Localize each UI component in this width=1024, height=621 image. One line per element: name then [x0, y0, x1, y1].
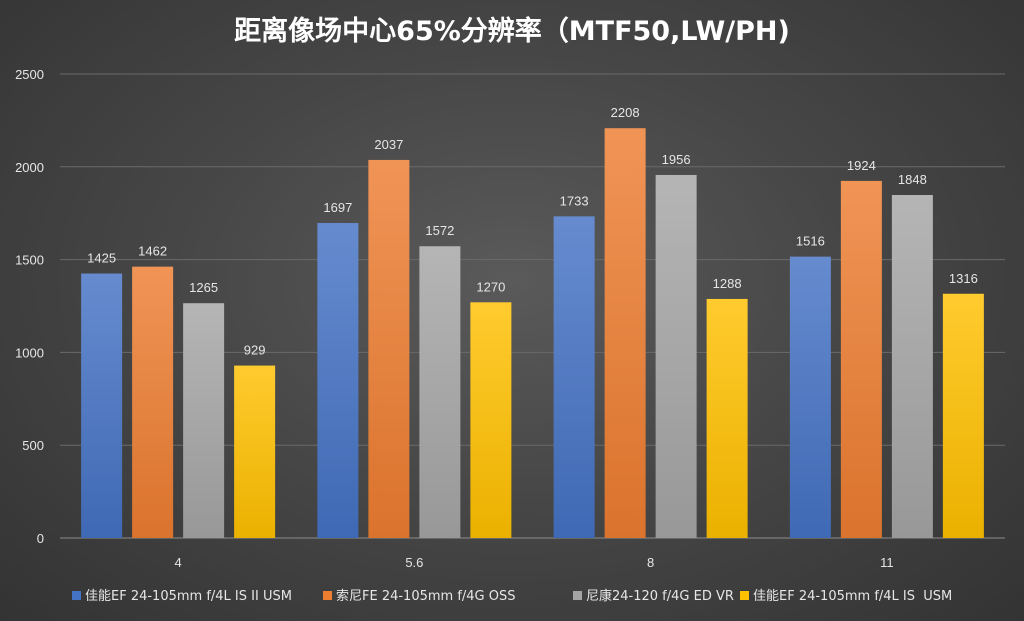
bar-3-5.6	[419, 246, 461, 538]
data-label: 1848	[898, 172, 927, 187]
data-label: 929	[244, 343, 266, 358]
bar-2-8	[604, 128, 646, 539]
bar-4-5.6	[470, 302, 512, 538]
bar-3-4	[183, 303, 225, 538]
y-tick-label: 2000	[15, 160, 44, 175]
data-label: 2037	[374, 137, 403, 152]
data-label: 1572	[425, 223, 454, 238]
data-labels: 1425 1462 1265 929 1697 2037 1572 1270 1733 2208 1…	[87, 105, 978, 357]
legend-label: 佳能EF 24-105mm f/4L IS II USM	[85, 589, 292, 604]
bar-1-4	[81, 273, 123, 538]
x-axis-ticks: 4 5.6 8 11	[175, 555, 894, 570]
legend-swatch	[323, 591, 332, 600]
y-tick-label: 1500	[15, 253, 44, 268]
data-label: 1288	[713, 276, 742, 291]
y-tick-label: 1000	[15, 345, 44, 360]
legend-item: 佳能EF 24-105mm f/4L IS II USM	[72, 589, 292, 604]
bar-2-5.6	[368, 159, 410, 538]
data-label: 1733	[560, 193, 589, 208]
legend-swatch	[740, 591, 749, 600]
legend-swatch	[573, 591, 582, 600]
legend-item: 尼康24-120 f/4G ED VR	[573, 588, 734, 604]
data-label: 1924	[847, 158, 876, 173]
data-label: 1462	[138, 244, 167, 259]
x-tick-label: 11	[880, 555, 894, 570]
x-tick-label: 5.6	[405, 555, 423, 570]
legend: 佳能EF 24-105mm f/4L IS II USM 索尼FE 24-105m…	[72, 588, 952, 604]
y-tick-label: 0	[37, 531, 44, 546]
bar-3-8	[655, 174, 697, 538]
x-tick-label: 4	[175, 555, 182, 570]
legend-label: 尼康24-120 f/4G ED VR	[586, 588, 734, 604]
bar-1-11	[789, 256, 831, 538]
bar-1-8	[553, 216, 595, 538]
data-label: 1956	[662, 152, 691, 167]
data-label: 2208	[611, 105, 640, 120]
bar-4-8	[706, 298, 748, 538]
bar-4-4	[234, 365, 276, 538]
data-label: 1697	[323, 200, 352, 215]
x-tick-label: 8	[647, 555, 654, 570]
bar-2-11	[840, 180, 882, 539]
legend-swatch	[72, 591, 81, 600]
data-label: 1265	[189, 280, 218, 295]
data-label: 1270	[476, 279, 505, 294]
y-axis-ticks: 0 500 1000 1500 2000 2500	[15, 67, 44, 546]
legend-item: 佳能EF 24-105mm f/4L IS USM	[740, 589, 952, 604]
bar-3-11	[891, 195, 933, 538]
y-tick-label: 500	[22, 438, 44, 453]
bars	[81, 128, 984, 539]
chart-title: 距离像场中心65%分辨率（MTF50,LW/PH)	[234, 15, 790, 47]
bar-2-4	[132, 266, 174, 538]
y-tick-label: 2500	[15, 67, 44, 82]
legend-label: 佳能EF 24-105mm f/4L IS USM	[753, 589, 952, 604]
data-label: 1516	[796, 234, 825, 249]
legend-label: 索尼FE 24-105mm f/4G OSS	[336, 589, 516, 604]
bar-4-11	[942, 293, 984, 538]
legend-item: 索尼FE 24-105mm f/4G OSS	[323, 589, 516, 604]
data-label: 1425	[87, 251, 116, 266]
bar-1-5.6	[317, 223, 359, 538]
data-label: 1316	[949, 271, 978, 286]
